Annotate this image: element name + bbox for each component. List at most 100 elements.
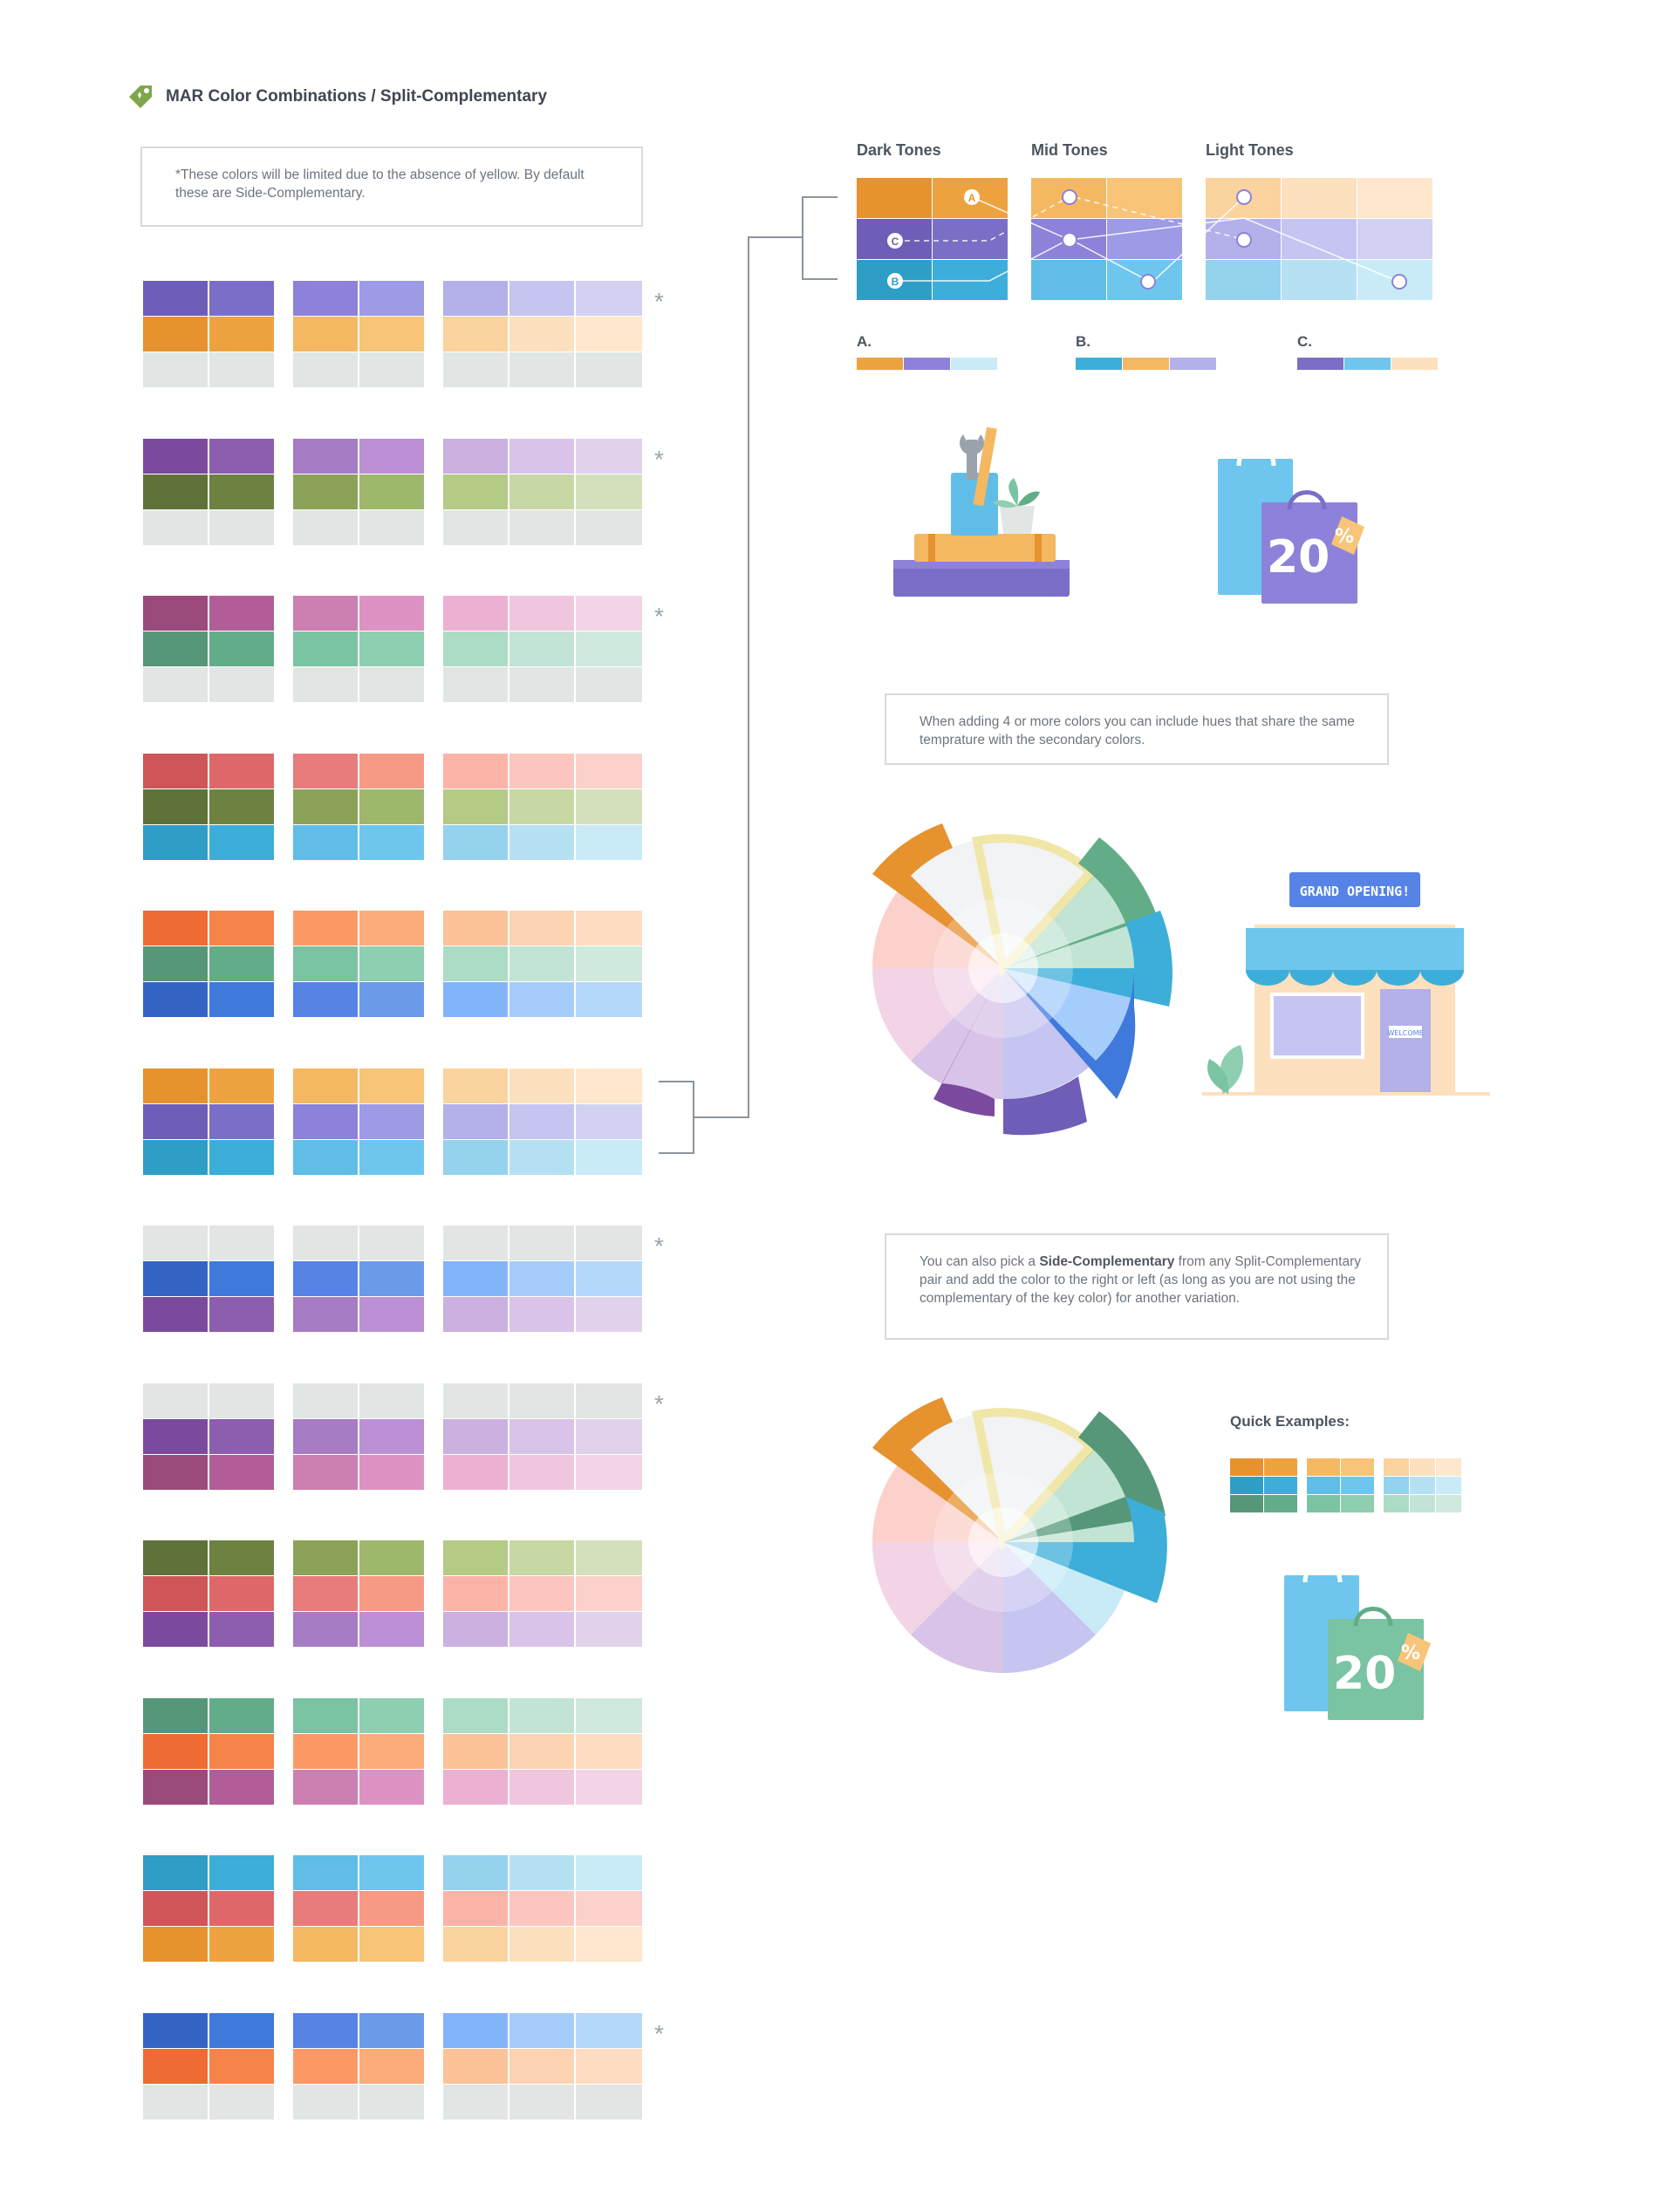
color-swatch: [443, 2012, 508, 2048]
color-swatch: [293, 2048, 358, 2084]
color-swatch: [293, 2012, 358, 2048]
color-swatch: [209, 789, 274, 824]
limited-star-marker: *: [654, 603, 664, 630]
color-swatch: [209, 317, 274, 352]
discount-text-2: 20: [1333, 1648, 1396, 1700]
color-swatch: [293, 1103, 358, 1139]
color-swatch: [209, 596, 274, 631]
color-swatch: [576, 1103, 642, 1139]
color-swatch: [143, 753, 208, 789]
yellow-note: *These colors will be limited due to the…: [140, 147, 643, 227]
color-swatch: [443, 2048, 508, 2084]
tone-swatch: [1357, 219, 1432, 259]
combo-swatch-b: [1123, 358, 1169, 370]
tone-swatch: [1206, 260, 1281, 300]
color-swatch: [509, 1454, 574, 1490]
color-swatch: [576, 596, 642, 631]
color-swatch: [143, 1733, 208, 1769]
color-swatch: [576, 317, 642, 352]
color-swatch: [509, 509, 574, 545]
quick-example-swatch: [1264, 1458, 1297, 1476]
color-swatch: [209, 281, 274, 316]
color-swatch: [509, 1297, 574, 1332]
color-swatch: [359, 1261, 424, 1296]
color-swatch: [443, 1454, 508, 1490]
color-swatch: [576, 509, 642, 545]
tone-swatch: [857, 178, 932, 218]
combo-swatch-b: [1076, 358, 1122, 370]
welcome-sign: WELCOME: [1387, 1029, 1423, 1037]
color-swatch: [293, 824, 358, 860]
color-swatch: [293, 317, 358, 352]
color-swatch: [209, 352, 274, 387]
quick-example-swatch: [1307, 1458, 1340, 1476]
color-swatch: [359, 911, 424, 946]
combo-swatch-b: [1170, 358, 1216, 370]
color-swatch: [359, 1612, 424, 1647]
quick-example-swatch: [1230, 1495, 1263, 1512]
color-swatch: [293, 1068, 358, 1103]
color-swatch: [509, 2048, 574, 2084]
color-swatch: [509, 1697, 574, 1733]
color-swatch: [576, 911, 642, 946]
color-swatch: [359, 789, 424, 824]
percent-text-2: %: [1401, 1642, 1420, 1664]
color-swatch: [143, 1454, 208, 1490]
quick-example-swatch: [1384, 1495, 1409, 1512]
color-swatch: [143, 317, 208, 352]
color-swatch: [209, 632, 274, 666]
color-swatch: [293, 1697, 358, 1733]
color-swatch: [359, 2012, 424, 2048]
color-swatch: [293, 509, 358, 545]
combo-a-label: A.: [857, 333, 872, 350]
tone-swatch: [1206, 178, 1281, 218]
color-swatch: [509, 753, 574, 789]
limited-star-marker: *: [654, 1389, 664, 1417]
color-swatch: [143, 352, 208, 387]
color-swatch: [443, 2084, 508, 2120]
color-swatch: [443, 1382, 508, 1418]
tone-swatch: [1357, 260, 1432, 300]
color-swatch: [443, 281, 508, 316]
color-swatch: [443, 1697, 508, 1733]
color-swatch: [293, 1225, 358, 1260]
color-swatch: [443, 317, 508, 352]
color-swatch: [293, 1382, 358, 1418]
limited-star-marker: *: [654, 288, 664, 315]
color-swatch: [576, 1927, 642, 1962]
color-swatch: [443, 982, 508, 1017]
color-swatch: [443, 438, 508, 474]
combo-swatch-c: [1391, 358, 1438, 370]
color-swatch: [509, 1891, 574, 1926]
color-swatch: [576, 2048, 642, 2084]
quick-example-swatch: [1410, 1477, 1435, 1494]
color-swatch: [293, 1891, 358, 1926]
color-swatch: [209, 509, 274, 545]
color-swatch: [509, 2084, 574, 2120]
color-swatch: [509, 1576, 574, 1611]
color-swatch: [209, 474, 274, 509]
color-swatch: [576, 281, 642, 316]
color-swatch: [293, 281, 358, 316]
color-swatch: [209, 1612, 274, 1647]
color-swatch: [576, 1225, 642, 1260]
color-swatch: [143, 1891, 208, 1926]
color-swatch: [443, 1576, 508, 1611]
color-swatch: [293, 946, 358, 981]
color-swatch: [143, 509, 208, 545]
color-swatch: [509, 1103, 574, 1139]
color-swatch: [293, 667, 358, 702]
color-swatch: [209, 1454, 274, 1490]
color-swatch: [509, 824, 574, 860]
quick-example-swatch: [1410, 1495, 1435, 1512]
color-swatch: [443, 1927, 508, 1962]
color-swatch: [143, 1927, 208, 1962]
side-note-bold: Side-Complementary: [1039, 1254, 1175, 1269]
color-swatch: [209, 753, 274, 789]
color-swatch: [359, 1576, 424, 1611]
color-swatch: [576, 789, 642, 824]
color-swatch: [209, 2048, 274, 2084]
color-swatch: [576, 1297, 642, 1332]
color-swatch: [143, 1068, 208, 1103]
combo-c-label: C.: [1297, 333, 1312, 350]
